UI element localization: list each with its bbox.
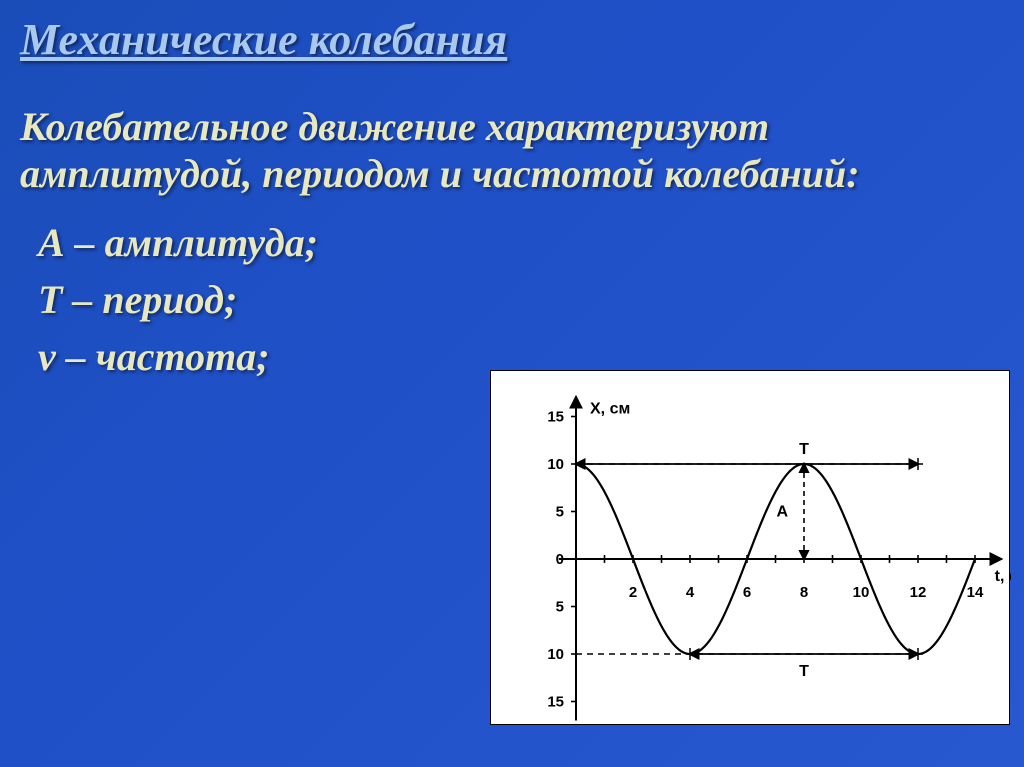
svg-text:Т: Т <box>799 441 809 458</box>
svg-text:Т: Т <box>799 663 809 680</box>
def-period: Т – период; <box>38 272 1004 329</box>
svg-text:10: 10 <box>547 646 564 663</box>
svg-text:10: 10 <box>853 584 870 601</box>
svg-text:4: 4 <box>686 584 695 601</box>
svg-text:12: 12 <box>910 584 927 601</box>
svg-text:10: 10 <box>547 456 564 473</box>
svg-text:t, с: t, с <box>995 568 1011 585</box>
svg-text:2: 2 <box>629 584 637 601</box>
chart-svg: Х, см t, с 15 10 5 0 5 10 15 2 4 6 8 10 12 14 Т Т А <box>491 371 1011 726</box>
svg-text:6: 6 <box>743 584 751 601</box>
svg-text:Х, см: Х, см <box>590 401 630 418</box>
svg-text:8: 8 <box>800 584 808 601</box>
svg-text:5: 5 <box>556 599 564 616</box>
oscillation-chart: Х, см t, с 15 10 5 0 5 10 15 2 4 6 8 10 12 14 Т Т А <box>490 370 1010 725</box>
page-title: Механические колебания <box>0 0 1024 65</box>
svg-text:0: 0 <box>556 551 564 568</box>
svg-text:15: 15 <box>547 409 564 426</box>
def-amplitude: А – амплитуда; <box>38 215 1004 272</box>
svg-text:5: 5 <box>556 504 564 521</box>
svg-text:А: А <box>776 504 788 521</box>
svg-text:14: 14 <box>967 584 984 601</box>
subtitle: Колебательное движение характеризуют амп… <box>0 65 1024 197</box>
svg-text:15: 15 <box>547 694 564 711</box>
definitions: А – амплитуда; Т – период; ν – частота; <box>0 197 1024 385</box>
